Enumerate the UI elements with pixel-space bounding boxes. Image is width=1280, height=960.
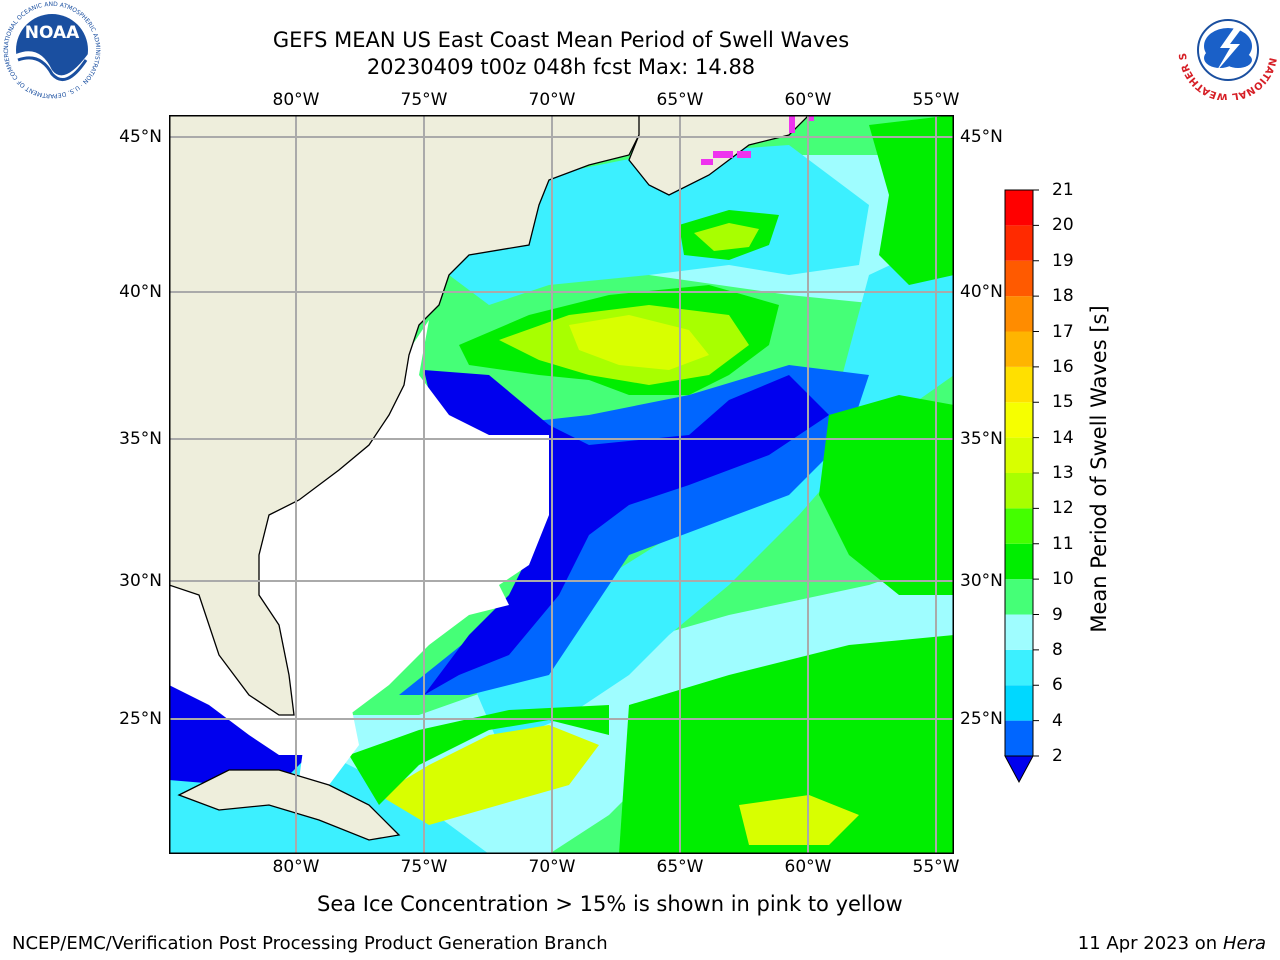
colorbar-tick-label: 2 <box>1052 746 1063 766</box>
grid-lines <box>169 115 954 854</box>
lon-label-bottom: 75°W <box>400 857 448 877</box>
lat-label-left: 25°N <box>119 709 162 729</box>
date-stamp: 11 Apr 2023 on Hera <box>1078 933 1266 955</box>
lon-label-bottom: 55°W <box>912 857 960 877</box>
colorbar-tick-label: 10 <box>1052 569 1074 590</box>
colorbar-bin <box>1005 260 1033 297</box>
sea-ice-note: Sea Ice Concentration > 15% is shown in … <box>317 892 903 916</box>
lat-label-left: 35°N <box>119 429 162 449</box>
colorbar-tick-label: 4 <box>1052 710 1063 731</box>
band-green-east <box>819 395 954 595</box>
colorbar-tick-label: 11 <box>1052 533 1074 554</box>
colorbar-bin <box>1005 190 1033 226</box>
colorbar-bin <box>1005 296 1033 332</box>
colorbar-tick-label: 15 <box>1052 392 1074 413</box>
colorbar-bin <box>1005 225 1033 261</box>
colorbar-tick-label: 21 <box>1052 180 1074 200</box>
colorbar-title-wrap: Mean Period of Swell Waves [s] <box>1084 186 1114 752</box>
colorbar-title: Mean Period of Swell Waves [s] <box>1087 305 1111 633</box>
lon-label-bottom: 60°W <box>784 857 832 877</box>
colorbar-tick-label: 12 <box>1052 498 1074 519</box>
colorbar-tick-label: 14 <box>1052 427 1074 448</box>
colorbar-tick-label: 18 <box>1052 286 1074 307</box>
colorbar-tick-label: 17 <box>1052 321 1074 342</box>
map-frame <box>169 115 954 854</box>
credit-text: NCEP/EMC/Verification Post Processing Pr… <box>12 933 608 954</box>
colorbar-bin <box>1005 473 1033 509</box>
lon-label-bottom: 80°W <box>272 857 320 877</box>
colorbar-under-arrow <box>1004 755 1034 784</box>
noaa-logo: NOAA NATIONAL OCEANIC AND ATMOSPHERIC AD… <box>0 0 104 100</box>
swell-period-map <box>169 115 954 854</box>
lat-label-left: 40°N <box>119 282 162 302</box>
colorbar-tick-label: 19 <box>1052 250 1074 271</box>
colorbar-bin <box>1005 402 1033 438</box>
lat-label-right: 40°N <box>960 282 1003 302</box>
colorbar-bin <box>1005 649 1033 686</box>
lon-label-top: 75°W <box>400 90 448 110</box>
us-land <box>169 115 650 716</box>
colorbar-tick-label: 6 <box>1052 675 1063 696</box>
colorbar-bin <box>1005 366 1033 403</box>
colorbar-tick-label: 9 <box>1052 604 1063 625</box>
noaa-logo-text: NOAA <box>25 23 80 43</box>
lat-label-left: 45°N <box>119 127 162 147</box>
lat-label-right: 45°N <box>960 127 1003 147</box>
colorbar-bin <box>1005 685 1033 721</box>
page-title: GEFS MEAN US East Coast Mean Period of S… <box>272 28 850 52</box>
colorbar-bin <box>1005 579 1033 615</box>
lat-label-right: 25°N <box>960 709 1003 729</box>
band-cyan-east <box>469 235 954 745</box>
page-subtitle: 20230409 t00z 048h fcst Max: 14.88 <box>366 55 756 79</box>
colorbar <box>1004 189 1039 784</box>
band-green-southeast <box>619 635 954 854</box>
lat-label-left: 30°N <box>119 571 162 591</box>
band-yellow-southeast <box>739 795 859 845</box>
colorbar-bin <box>1005 508 1033 544</box>
colorbar-bin <box>1005 543 1033 580</box>
lon-label-top: 55°W <box>912 90 960 110</box>
colorbar-tick-label: 13 <box>1052 463 1074 483</box>
colorbar-bin <box>1005 614 1033 650</box>
lon-label-top: 65°W <box>656 90 704 110</box>
lon-label-top: 80°W <box>272 90 320 110</box>
lon-label-top: 70°W <box>528 90 576 110</box>
band-green-antilles <box>349 705 609 805</box>
sea-ice <box>701 115 814 165</box>
cuba-land <box>177 769 401 841</box>
nws-logo: NATIONAL WEATHER SERVICE <box>1172 0 1280 102</box>
lon-label-bottom: 65°W <box>656 857 704 877</box>
lon-label-top: 60°W <box>784 90 832 110</box>
band-green-northeast <box>869 115 954 285</box>
colorbar-tick-label: 16 <box>1052 356 1074 377</box>
machine-name: Hera <box>1222 933 1266 954</box>
band-yellow-antilles <box>379 725 599 825</box>
band-yellow-core <box>569 315 709 370</box>
nodata-bahamas <box>299 695 359 785</box>
colorbar-bin <box>1005 437 1033 473</box>
lon-label-bottom: 70°W <box>528 857 576 877</box>
colorbar-bin <box>1005 720 1033 756</box>
lat-label-right: 35°N <box>960 429 1003 449</box>
band-lime-north <box>694 223 759 251</box>
colorbar-tick-label: 8 <box>1052 639 1063 660</box>
colorbar-bin <box>1005 331 1033 367</box>
lat-label-right: 30°N <box>960 571 1003 591</box>
band-cyan-north <box>449 145 869 305</box>
colorbar-tick-label: 20 <box>1052 215 1074 236</box>
date-text: 11 Apr 2023 on <box>1077 933 1223 954</box>
